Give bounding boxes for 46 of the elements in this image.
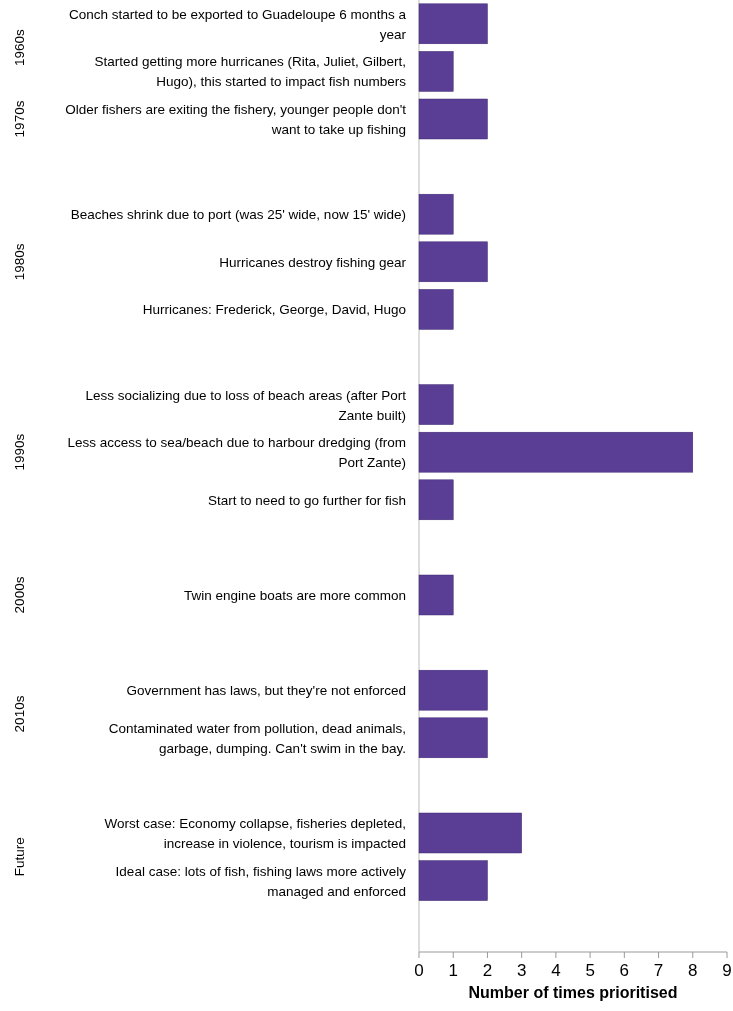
y-tick-label: Start to need to go further for fish — [207, 492, 406, 508]
bar — [418, 241, 488, 283]
bar — [418, 98, 488, 140]
y-tick-label: Less socializing due to loss of beach areas (after Port Zante built) — [85, 387, 407, 423]
text: Future — [12, 837, 27, 877]
bar — [418, 574, 454, 616]
y-tick-label: Ideal case: lots of fish, fishing laws more actively managed and enforced — [115, 863, 407, 899]
bar — [418, 3, 488, 45]
bar — [418, 860, 488, 901]
x-tick-label: 0 — [414, 961, 424, 980]
bar — [418, 812, 522, 854]
bar — [418, 669, 488, 711]
y-tick-label: Hurricanes destroy fishing gear — [219, 254, 407, 270]
y-tick-label: Started getting more hurricanes (Rita, Juliet, Gilbert, Hugo), this started to impact fish numbers — [94, 54, 407, 90]
text: 1960s — [12, 28, 27, 66]
x-tick-label: 6 — [619, 961, 630, 980]
y-tick-label: Twin engine boats are more common — [183, 588, 406, 603]
x-tick-label: 8 — [688, 961, 698, 980]
y-tick-label: Conch started to be exported to Guadeloupe 6 months a year — [69, 6, 407, 42]
y-tick-label: Government has laws, but they're not enforced — [126, 683, 406, 699]
y-tick-label: Worst case: Economy collapse, fisheries depleted, increase in violence, tourism is impacted — [104, 816, 406, 851]
text: 2000s — [12, 576, 27, 614]
x-tick-label: 1 — [448, 961, 458, 980]
text: 1980s — [12, 243, 27, 281]
x-tick-label: 3 — [516, 961, 527, 980]
bar — [418, 289, 454, 330]
y-tick-label: Hurricanes: Frederick, George, David, Hugo — [142, 302, 406, 318]
text: 1990s — [12, 433, 27, 471]
x-tick-label: 4 — [551, 961, 561, 980]
bar — [418, 431, 694, 473]
x-tick-label: 5 — [585, 961, 595, 980]
bar — [418, 51, 454, 92]
text: 1970s — [12, 100, 27, 138]
y-tick-label: Older fishers are exiting the fishery, younger people don't want to take up fishing — [65, 102, 407, 137]
bar — [418, 479, 454, 521]
y-tick-label: Beaches shrink due to port (was 25' wide, now 15' wide) — [70, 207, 406, 223]
x-tick-label: 9 — [722, 961, 732, 980]
x-tick-label: 7 — [653, 961, 664, 980]
y-tick-label: Less access to sea/beach due to harbour dredging (from Port Zante) — [67, 435, 406, 471]
x-tick-label: 2 — [482, 961, 493, 980]
bar — [418, 384, 454, 425]
y-tick-label: Contaminated water from pollution, dead animals, garbage, dumping. Can't swim in the bay. — [108, 720, 406, 756]
text: 2010s — [12, 695, 27, 733]
bar — [418, 717, 488, 759]
x-axis-title: Number of times prioritised — [468, 984, 678, 1001]
bar — [418, 193, 454, 235]
